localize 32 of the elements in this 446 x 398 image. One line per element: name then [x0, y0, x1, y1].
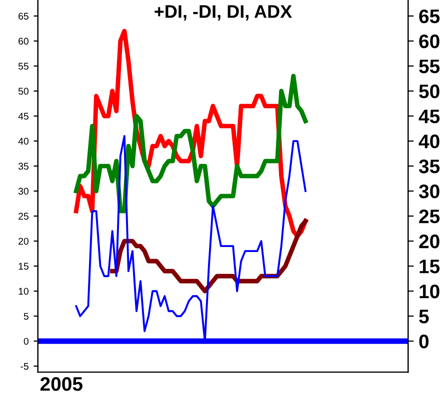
y2-tick-label: 0 [419, 334, 429, 348]
y2-tick-label: 50 [419, 84, 440, 98]
y2-tick-label: 55 [419, 60, 440, 74]
y2-tick-label: 60 [419, 34, 440, 48]
y2-tick-label: 40 [418, 134, 440, 148]
y-tick-label: 10 [18, 288, 29, 295]
y2-tick-label: 20 [419, 234, 440, 248]
y-tick-label: 60 [18, 38, 29, 45]
y2-tick-label: 5 [419, 310, 429, 324]
y-tick-label: -5 [20, 362, 28, 370]
y-tick-label: 15 [18, 262, 28, 270]
y2-tick-label: 30 [418, 184, 440, 198]
y2-tick-label: 65 [419, 9, 440, 24]
y2-tick-label: 25 [419, 210, 440, 224]
y-tick-label: 30 [18, 188, 29, 195]
y-tick-label: 45 [18, 112, 28, 120]
y-tick-label: 25 [18, 212, 28, 220]
y-tick-label: 65 [18, 12, 28, 20]
y-tick-label: 0 [24, 338, 28, 345]
y-tick-label: 5 [24, 312, 28, 320]
y-tick-label: 50 [18, 88, 29, 95]
y2-tick-label: 15 [420, 260, 440, 274]
y2-tick-label: 45 [418, 110, 440, 124]
chart-title: +DI, -DI, DI, ADX [154, 5, 292, 21]
y2-tick-label: 35 [418, 160, 440, 174]
line-series [74, 74, 308, 214]
y2-tick-label: 10 [420, 284, 440, 298]
y-tick-label: 35 [18, 162, 28, 170]
y-tick-label: 20 [18, 238, 29, 245]
text: 2005 [40, 377, 82, 391]
y-tick-label: 55 [18, 62, 28, 70]
y-tick-label: 40 [18, 138, 29, 145]
